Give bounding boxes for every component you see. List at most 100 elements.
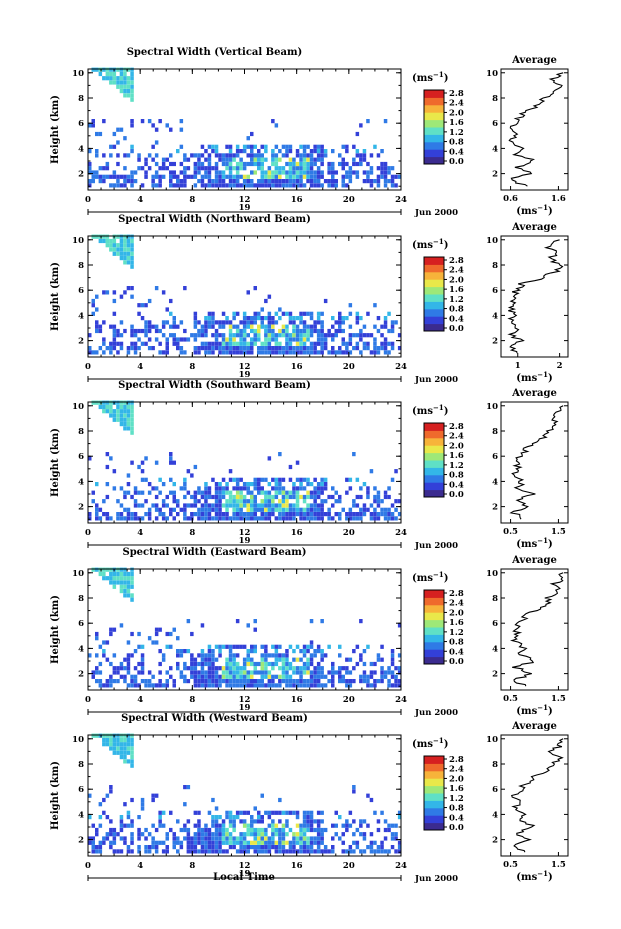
x-tick-label: 4: [137, 861, 143, 871]
y-tick-label: 4: [78, 311, 84, 321]
avg-y-tick: 6: [492, 619, 498, 629]
x-tick-label: 12: [239, 362, 251, 372]
avg-unit-label: (ms−1): [516, 370, 552, 384]
colorbar-tick: 2.4: [449, 266, 464, 276]
heatmap-cells: [88, 67, 402, 188]
avg-y-tick: 2: [492, 836, 498, 846]
x-tick-label: 12: [239, 695, 251, 705]
panel-title: Spectral Width (Northward Beam): [118, 214, 311, 225]
x-tick-label: 0: [85, 695, 91, 705]
y-tick-label: 10: [72, 569, 84, 579]
x-tick-label: 8: [189, 861, 195, 871]
avg-y-tick: 6: [492, 286, 498, 296]
avg-y-tick: 8: [492, 760, 498, 770]
x-tick-label: 24: [395, 195, 407, 205]
x-tick-label: 4: [137, 362, 143, 372]
avg-y-tick: 6: [492, 119, 498, 129]
avg-profile-line: [509, 572, 564, 687]
x-tick-label: 24: [395, 362, 407, 372]
avg-x-tick: 0.6: [503, 194, 518, 204]
avg-y-tick: 2: [492, 670, 498, 680]
x-tick-label: 16: [291, 362, 303, 372]
colorbar-tick: 2.4: [449, 765, 464, 775]
colorbar-tick: 1.6: [449, 451, 464, 461]
y-tick-label: 6: [78, 452, 84, 462]
x-tick-label: 12: [239, 861, 251, 871]
date-label: Jun 2000: [414, 208, 458, 218]
unit-label: (ms−1): [412, 570, 448, 584]
unit-label: (ms−1): [412, 70, 448, 84]
avg-unit-label: (ms−1): [516, 203, 552, 217]
colorbar-tick: 0.4: [449, 480, 464, 490]
avg-y-tick: 10: [486, 69, 498, 79]
colorbar-tick: 0.8: [449, 638, 464, 648]
colorbar-tick: 2.0: [449, 275, 464, 285]
colorbar-tick: 1.6: [449, 784, 464, 794]
unit-label: (ms−1): [412, 403, 448, 417]
heatmap-cells: [88, 733, 402, 854]
colorbar-tick: 1.6: [449, 118, 464, 128]
colorbar: [423, 422, 445, 498]
day-label: 19: [239, 703, 251, 713]
avg-y-tick: 4: [492, 144, 498, 154]
colorbar-tick: 2.8: [449, 589, 464, 599]
avg-y-tick: 2: [492, 170, 498, 180]
colorbar-tick: 1.2: [449, 794, 464, 804]
y-tick-label: 4: [78, 644, 84, 654]
y-axis-label: Height (km): [50, 262, 61, 331]
avg-y-tick: 2: [492, 503, 498, 513]
avg-unit-label: (ms−1): [516, 869, 552, 883]
y-tick-label: 6: [78, 785, 84, 795]
avg-y-tick: 4: [492, 311, 498, 321]
avg-frame: [500, 68, 569, 191]
avg-y-tick: 10: [486, 236, 498, 246]
y-tick-label: 10: [72, 735, 84, 745]
y-tick-label: 4: [78, 144, 84, 154]
y-tick-label: 8: [78, 261, 84, 271]
y-tick-label: 4: [78, 810, 84, 820]
y-axis-label: Height (km): [50, 428, 61, 497]
avg-title: Average: [511, 55, 557, 66]
y-tick-label: 4: [78, 477, 84, 487]
colorbar-tick: 0.0: [449, 490, 464, 500]
unit-label: (ms−1): [412, 736, 448, 750]
avg-y-tick: 10: [486, 735, 498, 745]
y-tick-label: 8: [78, 760, 84, 770]
x-tick-label: 16: [291, 195, 303, 205]
avg-x-tick: 0.5: [503, 527, 518, 537]
avg-frame: [500, 734, 569, 857]
x-tick-label: 20: [343, 861, 355, 871]
day-label: 19: [239, 370, 251, 380]
x-tick-label: 4: [137, 195, 143, 205]
x-tick-label: 12: [239, 528, 251, 538]
colorbar-tick: 0.8: [449, 138, 464, 148]
panel-title: Spectral Width (Vertical Beam): [127, 47, 303, 58]
colorbar-tick: 1.6: [449, 285, 464, 295]
avg-title: Average: [511, 555, 557, 566]
avg-x-tick: 1: [515, 361, 521, 371]
avg-y-tick: 8: [492, 261, 498, 271]
avg-y-tick: 2: [492, 337, 498, 347]
colorbar: [423, 89, 445, 165]
avg-title: Average: [511, 388, 557, 399]
colorbar-tick: 0.4: [449, 147, 464, 157]
day-label: 19: [239, 869, 251, 879]
avg-profile-line: [508, 72, 564, 187]
colorbar-tick: 1.2: [449, 295, 464, 305]
x-axis-label: Local Time: [213, 872, 275, 883]
colorbar-tick: 2.0: [449, 108, 464, 118]
date-label: Jun 2000: [414, 708, 458, 718]
colorbar-tick: 0.4: [449, 813, 464, 823]
avg-title: Average: [511, 222, 557, 233]
avg-x-tick: 2: [557, 361, 563, 371]
x-tick-label: 16: [291, 861, 303, 871]
colorbar-tick: 0.8: [449, 471, 464, 481]
avg-x-tick: 1.6: [551, 194, 566, 204]
x-tick-label: 4: [137, 695, 143, 705]
x-tick-label: 8: [189, 362, 195, 372]
